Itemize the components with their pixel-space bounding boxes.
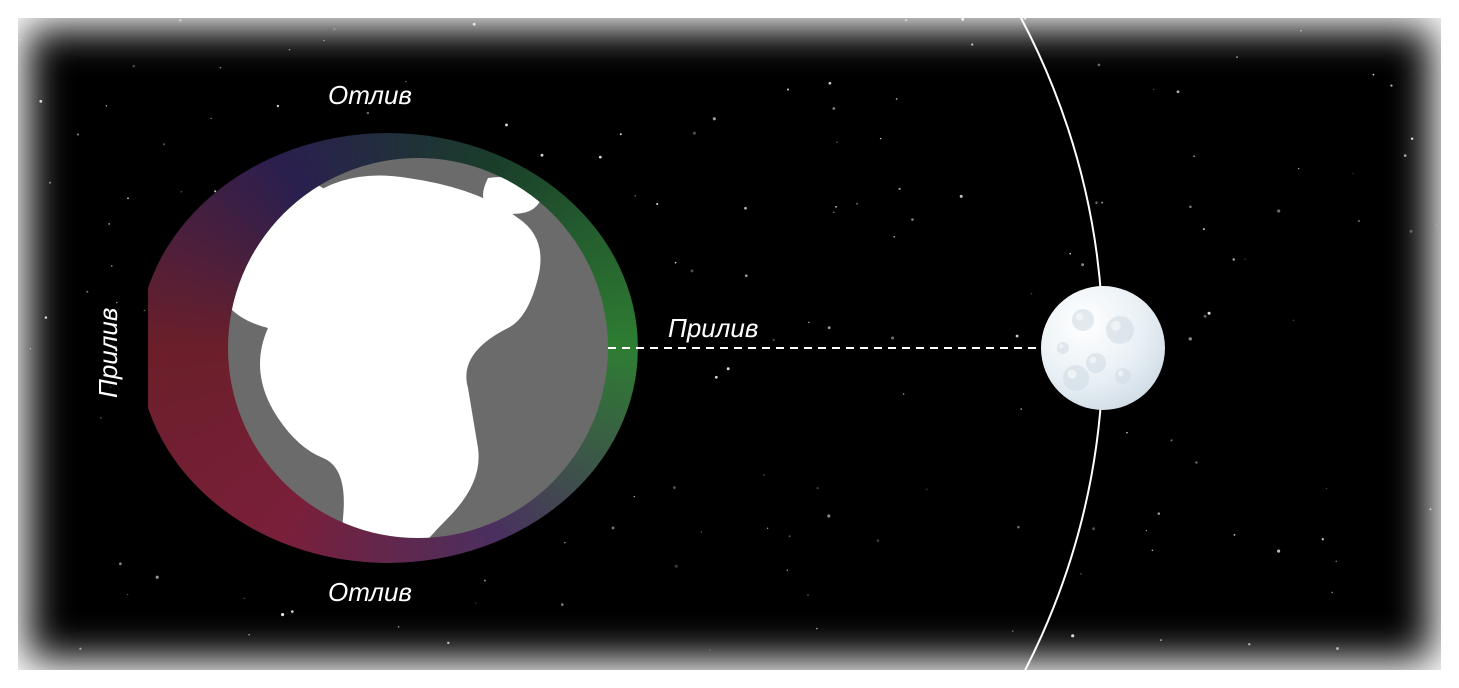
label-low-tide-bottom: Отлив bbox=[328, 577, 412, 608]
label-low-tide-top: Отлив bbox=[328, 80, 412, 111]
moon bbox=[1041, 286, 1165, 410]
label-high-tide-right: Прилив bbox=[668, 313, 758, 344]
label-high-tide-left: Прилив bbox=[93, 308, 124, 398]
tide-diagram bbox=[18, 18, 1441, 670]
diagram-frame: Отлив Отлив Прилив Прилив bbox=[18, 18, 1441, 670]
